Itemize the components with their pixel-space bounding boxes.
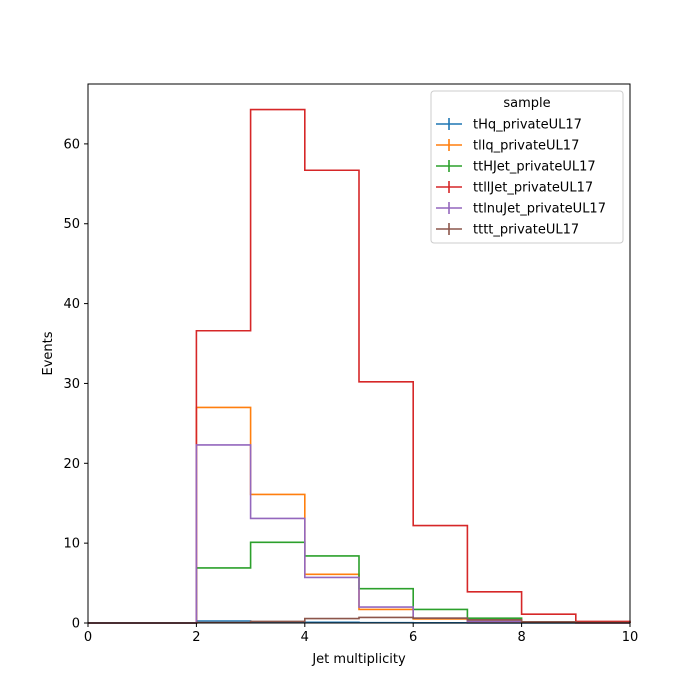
y-tick-label: 0 xyxy=(72,617,80,632)
x-tick-label: 8 xyxy=(517,630,525,645)
legend: sample tHq_privateUL17 tllq_privateUL17 ttH… xyxy=(430,90,624,244)
y-tick-label: 20 xyxy=(63,457,80,472)
x-axis-title: Jet multiplicity xyxy=(311,652,406,667)
legend-label-tllq_privateUL17: tllq_privateUL17 xyxy=(473,139,579,154)
x-tick-label: 2 xyxy=(192,630,200,645)
legend-label-ttllJet_privateUL17: ttllJet_privateUL17 xyxy=(473,181,593,196)
x-tick-label: 4 xyxy=(301,630,309,645)
y-tick-label: 10 xyxy=(63,537,80,552)
y-tick-label: 50 xyxy=(63,217,80,232)
legend-label-tttt_privateUL17: tttt_privateUL17 xyxy=(473,223,579,238)
y-tick-label: 60 xyxy=(63,137,80,152)
x-tick-label: 6 xyxy=(409,630,417,645)
series-line-ttllJet_privateUL17 xyxy=(88,108,631,624)
legend-label-ttHJet_privateUL17: ttHJet_privateUL17 xyxy=(473,160,596,175)
x-tick-label: 0 xyxy=(84,630,92,645)
legend-box xyxy=(430,90,624,244)
axes-layer: 0 2 4 6 8 10 0 10 20 30 40 50 60 Jet multiplicity Even… xyxy=(41,83,639,667)
legend-label-ttlnuJet_privateUL17: ttlnuJet_privateUL17 xyxy=(473,202,606,217)
series-line-ttlnuJet_privateUL17 xyxy=(88,444,630,624)
y-tick-label: 40 xyxy=(63,297,80,312)
x-tick-label: 10 xyxy=(622,630,639,645)
legend-title: sample xyxy=(503,96,550,111)
y-axis-title: Events xyxy=(41,331,56,375)
legend-label-tHq_privateUL17: tHq_privateUL17 xyxy=(473,118,582,133)
y-tick-label: 30 xyxy=(63,377,80,392)
axes-frame xyxy=(87,83,631,624)
